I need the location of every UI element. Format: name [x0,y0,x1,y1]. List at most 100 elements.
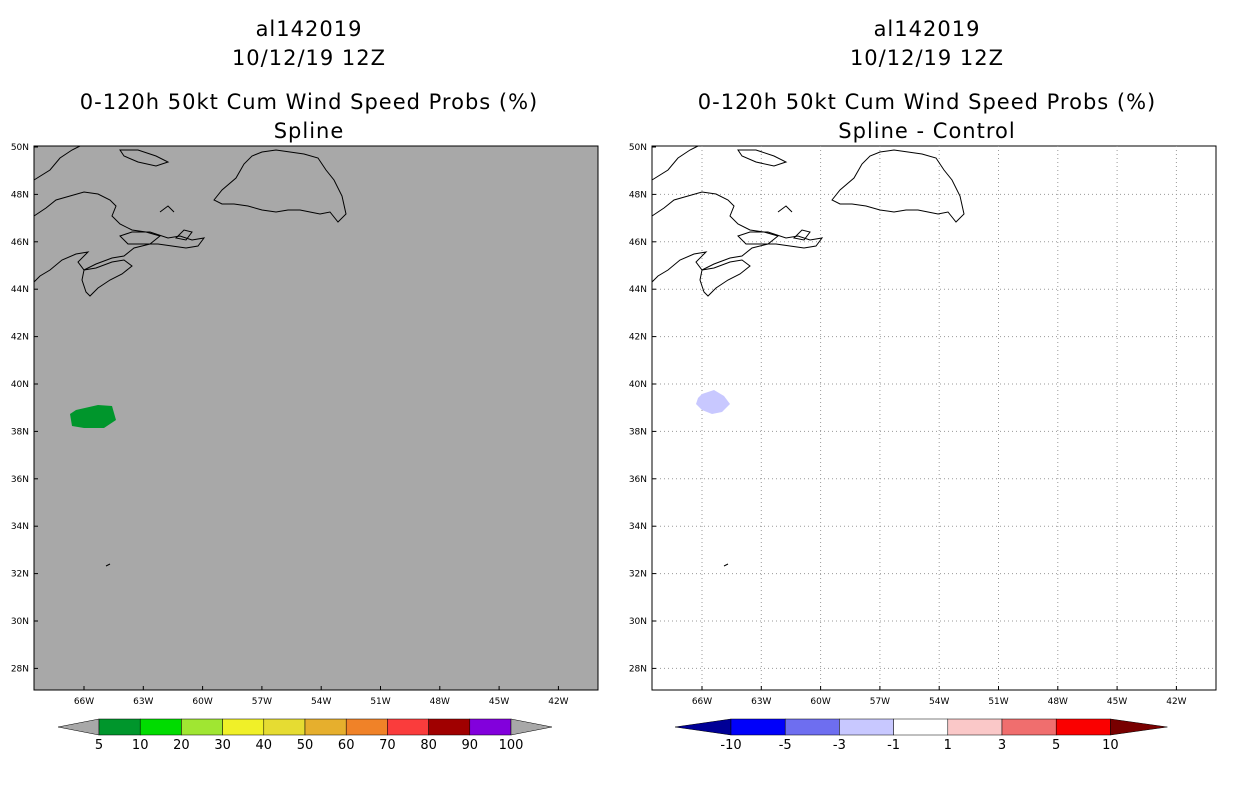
lon-label: 63W [133,697,153,707]
lon-label: 54W [311,697,331,707]
lat-label: 28N [629,664,647,674]
right-map-panel: al142019 10/12/19 12Z 0-120h 50kt Cum Wi… [618,0,1236,800]
colorbar-left-arrow [57,718,100,736]
probability-contour [70,405,116,428]
colorbar-label: 3 [998,738,1006,753]
colorbar-swatch [839,718,894,736]
colorbar-label: 30 [214,738,231,753]
lat-label: 50N [629,143,647,153]
colorbar-swatch [893,718,949,736]
panel-subtitle: Spline [273,119,345,143]
lat-label: 34N [11,522,29,532]
lat-label: 46N [11,238,29,248]
map-canvas: 50N 48N 46N 44N 42N 40N 38N 36N 34N 32N 30N 28N 66W… [629,143,1217,753]
lat-label: 32N [11,570,29,580]
colorbar-label: 40 [256,738,273,753]
lon-label: 63W [751,697,771,707]
colorbar-swatch [947,718,1003,736]
lat-label: 44N [629,285,647,295]
lon-label: 42W [1166,697,1186,707]
product-title: 0-120h 50kt Cum Wind Speed Probs (%) [79,90,539,114]
lat-label: 46N [629,238,647,248]
lat-label: 32N [629,570,647,580]
colorbar-swatch [1055,718,1111,736]
colorbar-label: 10 [132,738,149,753]
lat-label: 50N [11,143,29,153]
lat-label: 36N [11,475,29,485]
storm-id: al142019 [873,17,981,41]
colorbar-label: -5 [779,738,792,753]
colorbar-swatch [345,718,388,736]
colorbar-swatch [387,718,429,736]
colorbar-swatch [1001,718,1057,736]
colorbar-swatch [181,718,223,736]
colorbar-swatch [222,718,265,736]
lat-label: 42N [629,333,647,343]
lon-label: 48W [430,697,450,707]
colorbar-swatch [139,718,182,736]
latitude-labels: 50N 48N 46N 44N 42N 40N 38N 36N 34N 32N 30N 28N [11,143,38,674]
forecast-datetime: 10/12/19 12Z [231,46,387,70]
colorbar-swatch [428,718,471,736]
colorbar-label: 10 [1102,738,1119,753]
colorbar-label: -3 [833,738,846,753]
longitude-labels: 66W 63W 60W 57W 54W 51W 48W 45W 42W [692,686,1187,707]
colorbar-label: -10 [720,738,741,753]
lat-label: 44N [11,285,29,295]
colorbar-label: 90 [462,738,479,753]
colorbar-left-arrow [674,718,732,736]
lat-label: 30N [11,617,29,627]
lon-label: 51W [370,697,390,707]
colorbar-swatch [304,718,347,736]
map-plot-area [33,145,599,691]
lat-label: 36N [629,475,647,485]
lat-label: 48N [11,190,29,200]
coastline [651,145,965,567]
longitude-labels: 66W 63W 60W 57W 54W 51W 48W 45W 42W [74,686,569,707]
lon-label: 66W [692,697,712,707]
colorbar-label: 5 [95,738,103,753]
lat-label: 34N [629,522,647,532]
lat-label: 38N [11,427,29,437]
gridlines [652,146,1216,690]
lon-label: 54W [929,697,949,707]
colorbar: 5 10 20 30 40 50 60 70 80 90 100 [57,718,553,753]
lon-label: 42W [548,697,568,707]
colorbar-label: 80 [420,738,437,753]
colorbar-label: 70 [379,738,396,753]
lon-label: 48W [1048,697,1068,707]
colorbar-swatch [730,718,786,736]
colorbar-swatch [784,718,840,736]
lat-label: 48N [629,190,647,200]
lon-label: 45W [1107,697,1127,707]
lon-label: 57W [252,697,272,707]
lon-label: 45W [489,697,509,707]
lon-label: 57W [870,697,890,707]
colorbar-label: 60 [338,738,355,753]
product-title: 0-120h 50kt Cum Wind Speed Probs (%) [697,90,1157,114]
colorbar-label: -1 [887,738,900,753]
colorbar-swatch [263,718,306,736]
coastline [33,145,347,567]
lon-label: 60W [810,697,830,707]
map-plot-area [651,145,1217,691]
difference-contour [696,390,730,414]
forecast-datetime: 10/12/19 12Z [849,46,1005,70]
lat-label: 30N [629,617,647,627]
lat-label: 40N [11,380,29,390]
lat-label: 38N [629,427,647,437]
lon-label: 66W [74,697,94,707]
lat-label: 42N [11,333,29,343]
map-canvas: 50N 48N 46N 44N 42N 40N 38N 36N 34N 32N 30N 28N 66W… [11,143,599,753]
colorbar-swatch [469,718,512,736]
colorbar-right-arrow [1110,718,1168,736]
left-map-panel: al142019 10/12/19 12Z 0-120h 50kt Cum Wi… [11,17,599,753]
lat-label: 28N [11,664,29,674]
colorbar-right-arrow [510,718,553,736]
panel-subtitle: Spline - Control [838,119,1016,143]
colorbar-label: 5 [1052,738,1060,753]
lon-label: 60W [192,697,212,707]
colorbar-label: 50 [297,738,314,753]
colorbar-label: 100 [499,738,524,753]
colorbar-label: 20 [173,738,190,753]
